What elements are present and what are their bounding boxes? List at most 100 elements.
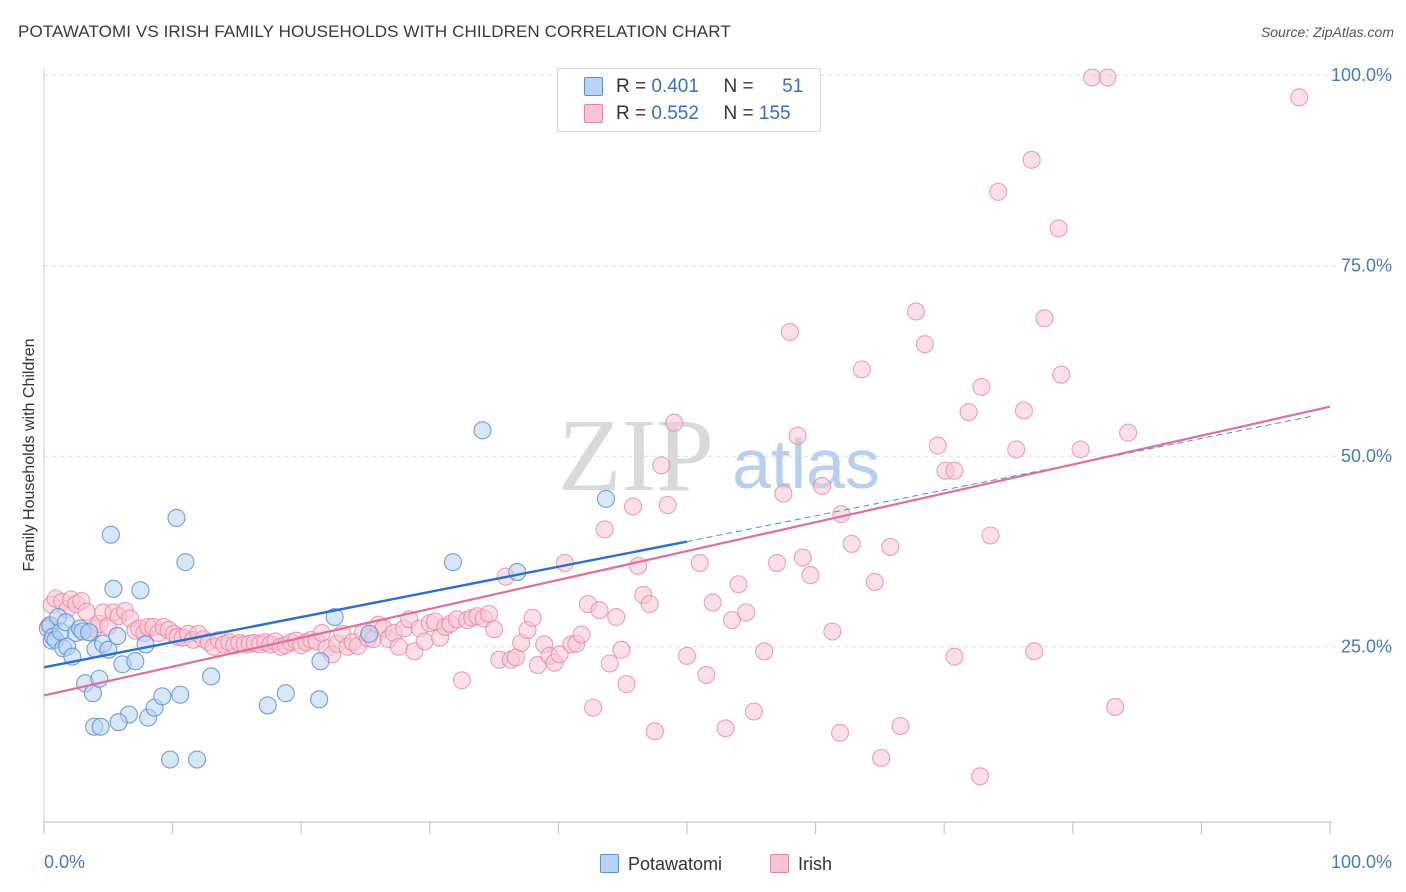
potawatomi-point: [311, 652, 330, 671]
irish-point: [479, 604, 499, 624]
tick-labels: 25.0% 50.0% 75.0% 100.0% 0.0% 100.0%: [44, 65, 1392, 872]
irish-point: [485, 620, 504, 639]
legend-label-irish: Irish: [798, 854, 833, 874]
y-tick-label: 75.0%: [1341, 256, 1392, 276]
irish-point: [780, 322, 799, 342]
potawatomi-point: [126, 652, 145, 671]
potawatomi-point: [443, 553, 462, 572]
irish-point: [584, 698, 603, 717]
irish-point: [865, 572, 884, 592]
irish-point: [652, 456, 671, 475]
irish-point: [523, 608, 542, 627]
axes: [43, 68, 1332, 834]
y-axis-label: Family Households with Children: [21, 338, 38, 572]
irish-point: [928, 436, 947, 455]
x-tick-label: 0.0%: [44, 852, 85, 872]
irish-point: [755, 642, 774, 661]
trend-lines: [43, 405, 1331, 697]
irish-point: [959, 402, 978, 422]
irish-point: [729, 575, 748, 594]
potawatomi-point: [79, 623, 99, 642]
potawatomi-point: [91, 717, 110, 736]
potawatomi-point: [109, 713, 128, 732]
irish-point: [1098, 68, 1117, 87]
potawatomi-point: [325, 607, 344, 627]
irish-trend-line: [43, 405, 1331, 697]
irish-point: [972, 377, 991, 396]
potawatomi-point: [276, 684, 295, 703]
irish-point: [600, 654, 619, 673]
irish-point: [640, 595, 659, 614]
potawatomi-point: [167, 508, 186, 528]
potawatomi-point: [360, 624, 379, 643]
n-label: N =: [723, 103, 754, 124]
irish-point: [872, 748, 891, 768]
irish-point: [452, 671, 472, 690]
potawatomi-point: [131, 581, 150, 600]
potawatomi-point: [101, 525, 120, 544]
source-label: Source: ZipAtlas.com: [1260, 24, 1394, 40]
potawatomi-points: [38, 421, 616, 769]
irish-point: [801, 566, 820, 585]
irish-point: [703, 593, 722, 612]
r-label: R =: [616, 76, 647, 97]
irish-point: [793, 548, 812, 567]
irish-point: [1290, 88, 1309, 107]
irish-point: [607, 607, 626, 627]
irish-point: [852, 360, 871, 379]
irish-point: [623, 497, 643, 516]
r-label: R =: [616, 103, 647, 124]
irish-point: [658, 495, 677, 515]
potawatomi-swatch: [584, 77, 603, 96]
irish-point: [774, 484, 793, 503]
irish-point: [812, 476, 832, 496]
irish-swatch: [770, 854, 789, 873]
watermark-zip: ZIP: [558, 398, 714, 513]
potawatomi-point: [258, 696, 277, 715]
irish-point: [1025, 642, 1044, 661]
potawatomi-point: [187, 750, 207, 769]
irish-point: [1052, 365, 1071, 384]
irish-point: [415, 632, 434, 651]
potawatomi-swatch: [600, 854, 619, 873]
potawatomi-point: [136, 635, 155, 654]
potawatomi-point: [596, 489, 616, 508]
potawatomi-point: [176, 553, 195, 572]
irish-point: [767, 553, 787, 572]
irish-point: [945, 647, 964, 666]
r-value: 0.401: [651, 76, 699, 97]
irish-point: [389, 637, 408, 656]
irish-point: [1022, 150, 1041, 169]
n-value: 155: [758, 103, 791, 124]
series-legend: Potawatomi Irish: [0, 852, 1406, 876]
potawatomi-point: [108, 627, 127, 646]
irish-point: [989, 182, 1008, 201]
irish-point: [1083, 68, 1102, 87]
n-label: N =: [723, 76, 754, 97]
irish-point: [612, 640, 631, 659]
irish-point: [915, 335, 934, 354]
potawatomi-point: [310, 690, 329, 709]
irish-point: [677, 646, 697, 665]
irish-point: [788, 426, 807, 445]
potawatomi-trend-extension: [686, 415, 1315, 543]
irish-point: [690, 553, 709, 572]
irish-swatch: [584, 104, 603, 123]
irish-point: [617, 675, 636, 694]
irish-points: [40, 68, 1309, 786]
potawatomi-point: [160, 750, 180, 769]
irish-point: [830, 723, 850, 742]
potawatomi-point: [104, 579, 123, 598]
potawatomi-point: [202, 667, 221, 686]
irish-point: [716, 719, 735, 738]
irish-point: [1119, 423, 1138, 442]
irish-point: [77, 602, 96, 621]
irish-point: [823, 622, 842, 641]
irish-point: [1106, 697, 1125, 716]
irish-point: [645, 722, 664, 741]
irish-point: [590, 601, 609, 620]
irish-point: [971, 767, 990, 786]
potawatomi-trend-line: [43, 540, 688, 669]
irish-point: [555, 553, 574, 572]
potawatomi-point: [153, 687, 172, 706]
